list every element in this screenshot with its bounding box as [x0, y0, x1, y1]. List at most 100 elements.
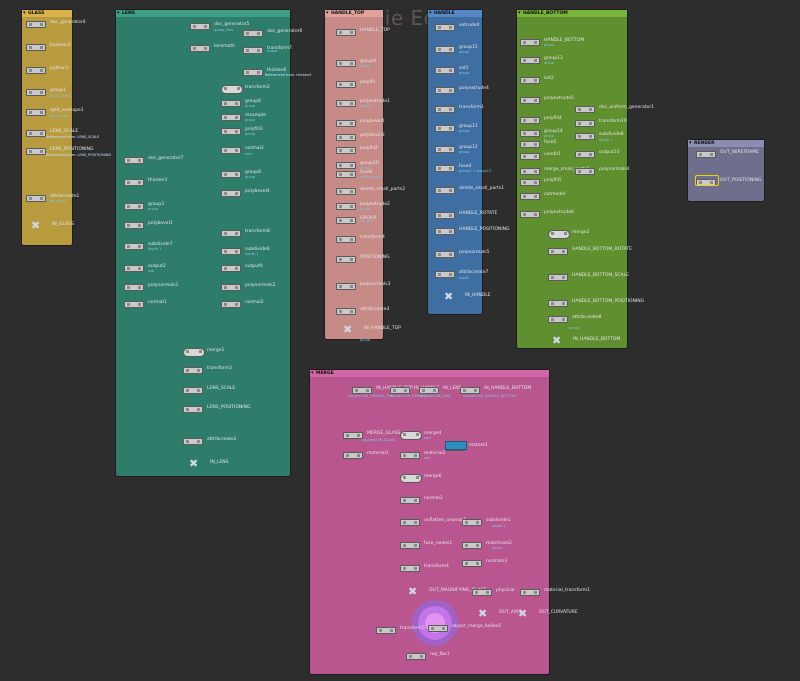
node-body[interactable] [221, 190, 241, 197]
node-body[interactable] [520, 117, 540, 124]
node-body[interactable] [124, 203, 144, 210]
node-body[interactable] [336, 162, 356, 169]
node-body[interactable] [26, 67, 46, 74]
node-body[interactable] [520, 141, 540, 148]
node-body[interactable] [435, 24, 455, 31]
node-body[interactable] [520, 179, 540, 186]
node-body[interactable] [390, 387, 410, 394]
node-body[interactable] [336, 60, 356, 67]
node-body[interactable] [575, 133, 595, 140]
node-body[interactable] [520, 77, 540, 84]
node-body[interactable] [520, 39, 540, 46]
node-body[interactable] [435, 146, 455, 153]
node-body[interactable] [435, 212, 455, 219]
node-body[interactable] [336, 100, 356, 107]
node-body[interactable] [400, 497, 420, 504]
node-body[interactable] [221, 171, 241, 178]
network-box-title[interactable]: RENDER [688, 140, 764, 147]
node-body[interactable] [462, 519, 482, 526]
node-body[interactable] [183, 367, 203, 374]
node-body[interactable] [460, 387, 480, 394]
node-body[interactable] [472, 589, 492, 596]
node-body[interactable] [336, 308, 356, 315]
node-body[interactable] [520, 97, 540, 104]
node-body[interactable] [462, 542, 482, 549]
node-body[interactable] [435, 46, 455, 53]
node-body[interactable] [124, 284, 144, 291]
node-body[interactable] [221, 248, 241, 255]
node-body[interactable] [221, 85, 243, 94]
node-body[interactable] [435, 187, 455, 194]
node-body[interactable] [336, 29, 356, 36]
node-body[interactable] [520, 589, 540, 596]
node-body[interactable] [124, 243, 144, 250]
node-body[interactable] [376, 627, 396, 634]
node-body[interactable] [400, 474, 422, 483]
node-body[interactable] [190, 45, 210, 52]
node-body[interactable] [26, 89, 46, 96]
node-body[interactable] [548, 248, 568, 255]
network-box-handle[interactable]: HANDLE [428, 10, 482, 314]
network-box-lens[interactable]: LENS [116, 10, 290, 476]
node-body[interactable] [124, 157, 144, 164]
node-body[interactable] [575, 120, 595, 127]
node-body[interactable] [343, 432, 363, 439]
node-body[interactable] [548, 274, 568, 281]
network-box-title[interactable]: HANDLE_TOP [325, 10, 383, 17]
node-body[interactable] [336, 283, 356, 290]
network-box-title[interactable]: HANDLE [428, 10, 482, 17]
node-body[interactable] [336, 134, 356, 141]
node-body[interactable] [548, 300, 568, 307]
node-body[interactable] [400, 542, 420, 549]
node-body[interactable] [221, 147, 241, 154]
node-body[interactable] [124, 222, 144, 229]
node-body[interactable] [124, 179, 144, 186]
node-body[interactable] [400, 452, 420, 459]
node-body[interactable] [575, 106, 595, 113]
node-body[interactable] [548, 316, 568, 323]
node-body[interactable] [336, 81, 356, 88]
network-box-title[interactable]: MERGE [310, 370, 549, 377]
network-box-title[interactable]: GLASS [22, 10, 72, 17]
node-body[interactable] [400, 519, 420, 526]
node-body[interactable] [183, 348, 205, 357]
node-body[interactable] [221, 301, 241, 308]
node-body[interactable] [435, 67, 455, 74]
node-body[interactable] [26, 130, 46, 137]
node-body[interactable] [190, 23, 210, 30]
node-body[interactable] [406, 653, 426, 660]
node-body[interactable] [243, 69, 263, 76]
node-body[interactable] [336, 217, 356, 224]
node-body[interactable] [575, 151, 595, 158]
node-body[interactable] [435, 87, 455, 94]
node-body[interactable] [221, 128, 241, 135]
node-body[interactable] [419, 387, 439, 394]
node-body[interactable] [221, 265, 241, 272]
node-body[interactable] [183, 438, 203, 445]
network-box-title[interactable]: HANDLE_BOTTOM [517, 10, 627, 17]
node-body[interactable] [575, 168, 595, 175]
node-body[interactable] [343, 452, 363, 459]
node-body[interactable] [435, 251, 455, 258]
node-body[interactable] [462, 560, 482, 567]
node-body[interactable] [221, 284, 241, 291]
node-body[interactable] [336, 171, 356, 178]
node-body[interactable] [696, 151, 716, 158]
node-body[interactable] [336, 120, 356, 127]
node-body[interactable] [336, 256, 356, 263]
node-body[interactable] [435, 271, 455, 278]
node-body[interactable] [243, 30, 263, 37]
node-body[interactable] [183, 406, 203, 413]
node-body[interactable] [221, 114, 241, 121]
node-body[interactable] [520, 168, 540, 175]
node-body[interactable] [26, 44, 46, 51]
node-body[interactable] [336, 203, 356, 210]
node-body[interactable] [428, 625, 448, 632]
node-body[interactable] [221, 100, 241, 107]
node-body[interactable] [336, 147, 356, 154]
node-body[interactable] [183, 387, 203, 394]
node-body[interactable] [548, 230, 570, 239]
node-body[interactable] [26, 148, 46, 155]
node-body[interactable] [520, 193, 540, 200]
